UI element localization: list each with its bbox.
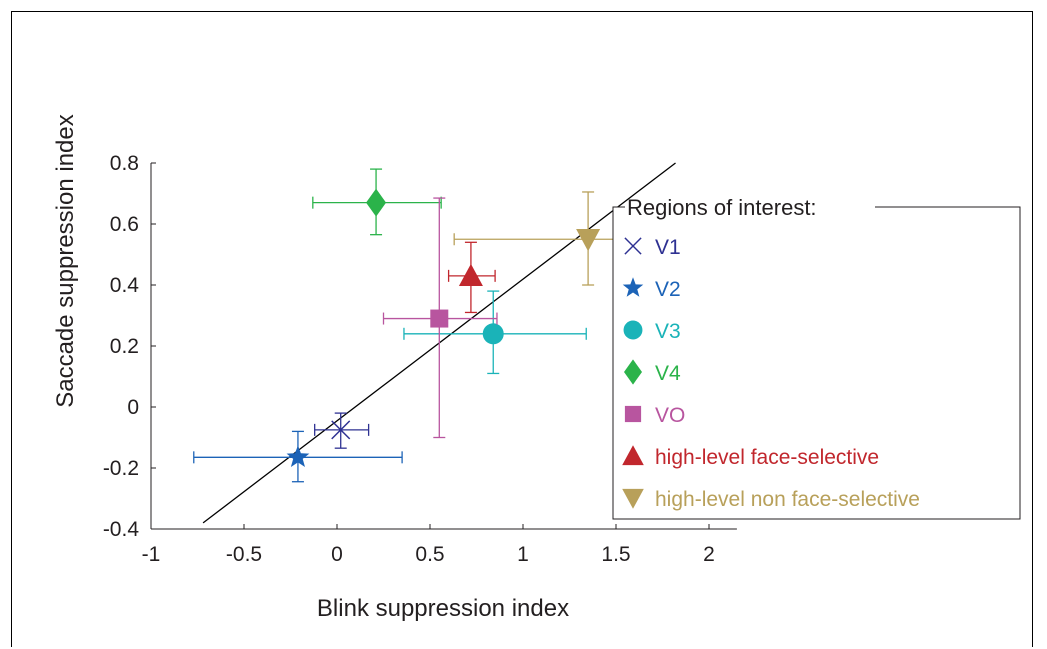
point-group-vo — [382, 197, 498, 439]
y-tick-label: -0.2 — [103, 457, 139, 480]
y-tick-label: 0 — [127, 396, 139, 419]
point-group-v4 — [312, 168, 442, 236]
x-tick-label: 1.5 — [601, 543, 630, 566]
legend-title: Regions of interest: — [627, 195, 817, 220]
x-tick-label: -1 — [142, 543, 161, 566]
figure-frame — [11, 11, 1033, 647]
marker-high-level-non-face-selective — [576, 229, 601, 252]
point-group-v2 — [193, 430, 403, 483]
legend-label-v2: V2 — [655, 278, 681, 301]
marker-vo — [430, 309, 449, 328]
axes: -1 -0.5 0 0.5 1 1.5 2 -0.4 -0.2 0 0.2 0.4 0.6 0.8 — [103, 152, 737, 566]
point-group-high-level-face-selective — [447, 241, 496, 314]
y-tick-label: -0.4 — [103, 518, 140, 541]
x-axis-label: Blink suppression index — [317, 595, 569, 622]
legend-marker-v4 — [624, 359, 642, 385]
legend: Regions of interest: V1 V2 V3 V4 VO high-level… — [612, 195, 1021, 520]
y-tick-label: 0.6 — [110, 213, 139, 236]
y-tick-label: 0.4 — [110, 274, 140, 297]
legend-marker-v2 — [622, 277, 644, 297]
legend-label-high-level-non-face-selective: high-level non face-selective — [655, 488, 920, 511]
x-tick-label: 1 — [517, 543, 529, 566]
legend-label-v3: V3 — [655, 320, 681, 343]
marker-v1 — [331, 420, 351, 440]
legend-label-v4: V4 — [655, 362, 681, 385]
data-points — [193, 168, 725, 483]
x-tick-label: -0.5 — [226, 543, 262, 566]
legend-marker-v1 — [624, 237, 642, 255]
y-axis-label: Saccade suppression index — [52, 114, 79, 408]
legend-label-high-level-face-selective: high-level face-selective — [655, 446, 879, 469]
marker-v4 — [366, 188, 387, 217]
legend-box — [612, 206, 1021, 520]
marker-v2 — [286, 445, 310, 468]
legend-marker-vo — [624, 405, 642, 423]
legend-marker-high-level-face-selective — [622, 445, 644, 466]
legend-label-vo: VO — [655, 404, 685, 427]
marker-v3 — [482, 323, 504, 345]
marker-high-level-face-selective — [458, 263, 483, 287]
x-tick-label: 2 — [703, 543, 715, 566]
y-tick-label: 0.2 — [110, 335, 139, 358]
x-tick-label: 0.5 — [415, 543, 444, 566]
y-tick-label: 0.8 — [110, 152, 139, 175]
legend-label-v1: V1 — [655, 236, 681, 259]
point-group-v1 — [314, 412, 370, 449]
legend-marker-high-level-non-face-selective — [622, 488, 644, 509]
x-tick-label: 0 — [331, 543, 343, 566]
legend-marker-v3 — [623, 320, 643, 340]
point-group-v3 — [403, 290, 587, 375]
